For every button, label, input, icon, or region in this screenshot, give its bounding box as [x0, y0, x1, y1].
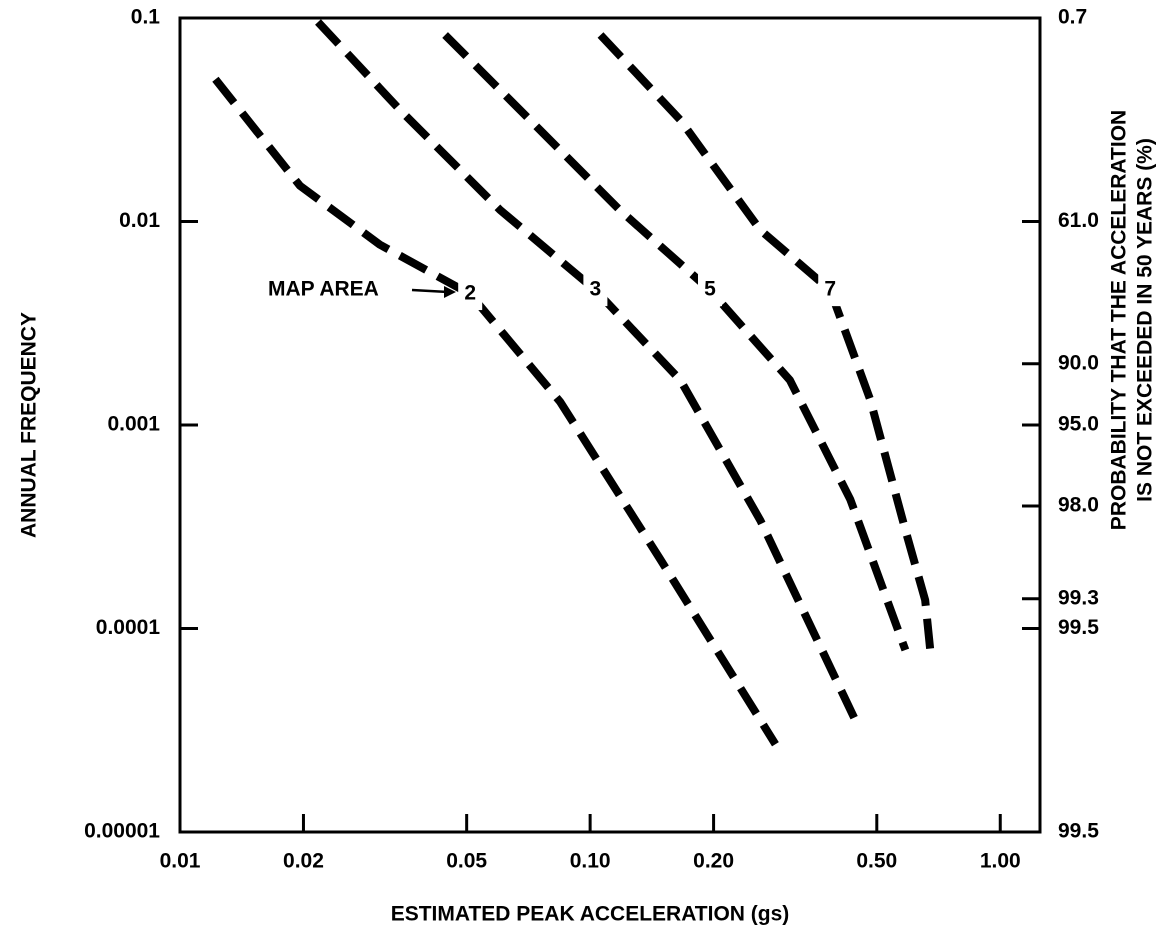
series-line: [597, 32, 935, 651]
x-axis-title: ESTIMATED PEAK ACCELERATION (gs): [391, 903, 790, 926]
y-tick-label: 0.0001: [96, 616, 161, 639]
series-label: 7: [824, 278, 836, 301]
series-label-bg: [583, 274, 608, 307]
plot-frame: [178, 16, 1042, 834]
annotation-arrow: [411, 288, 449, 294]
y-axis-title: ANNUAL FREQUENCY: [18, 312, 41, 538]
y2-tick-label: 99.5: [1058, 820, 1099, 843]
x-tick-label: 0.05: [446, 850, 487, 873]
y-tick-label: 0.01: [119, 209, 160, 232]
x-tick-label: 0.20: [693, 850, 734, 873]
y2-tick-label: 95.0: [1058, 413, 1099, 436]
x-tick-label: 1.00: [980, 850, 1021, 873]
series-label: 3: [590, 278, 602, 301]
x-tick-label: 0.10: [570, 850, 611, 873]
y2-tick-label: 61.0: [1058, 209, 1099, 232]
series-label-bg: [697, 274, 722, 307]
x-tick-label: 0.02: [283, 850, 324, 873]
series-label: 2: [464, 282, 476, 305]
y-tick-label: 0.00001: [84, 820, 160, 843]
y2-axis-title: PROBABILITY THAT THE ACCELERATION: [1108, 110, 1131, 530]
y2-tick-label: 99.3: [1058, 586, 1099, 609]
x-tick-label: 0.50: [856, 850, 897, 873]
series-label-bg: [818, 274, 843, 307]
y-tick-label: 0.001: [107, 413, 160, 436]
y-tick-label: 0.1: [131, 6, 161, 29]
y2-tick-label: 98.0: [1058, 494, 1099, 517]
annotation: MAP AREA: [268, 278, 379, 301]
series-line: [212, 76, 779, 747]
x-tick-label: 0.01: [160, 850, 201, 873]
series-label-bg: [458, 278, 483, 311]
series-label: 5: [704, 278, 716, 301]
annotation-arrowhead: [444, 286, 456, 298]
y2-tick-label: 0.7: [1058, 6, 1087, 29]
y2-tick-label: 90.0: [1058, 351, 1099, 374]
y2-axis-title: IS NOT EXCEEDED IN 50 YEARS (%): [1134, 138, 1157, 502]
series-line: [315, 19, 859, 722]
y2-tick-label: 99.5: [1058, 616, 1099, 639]
